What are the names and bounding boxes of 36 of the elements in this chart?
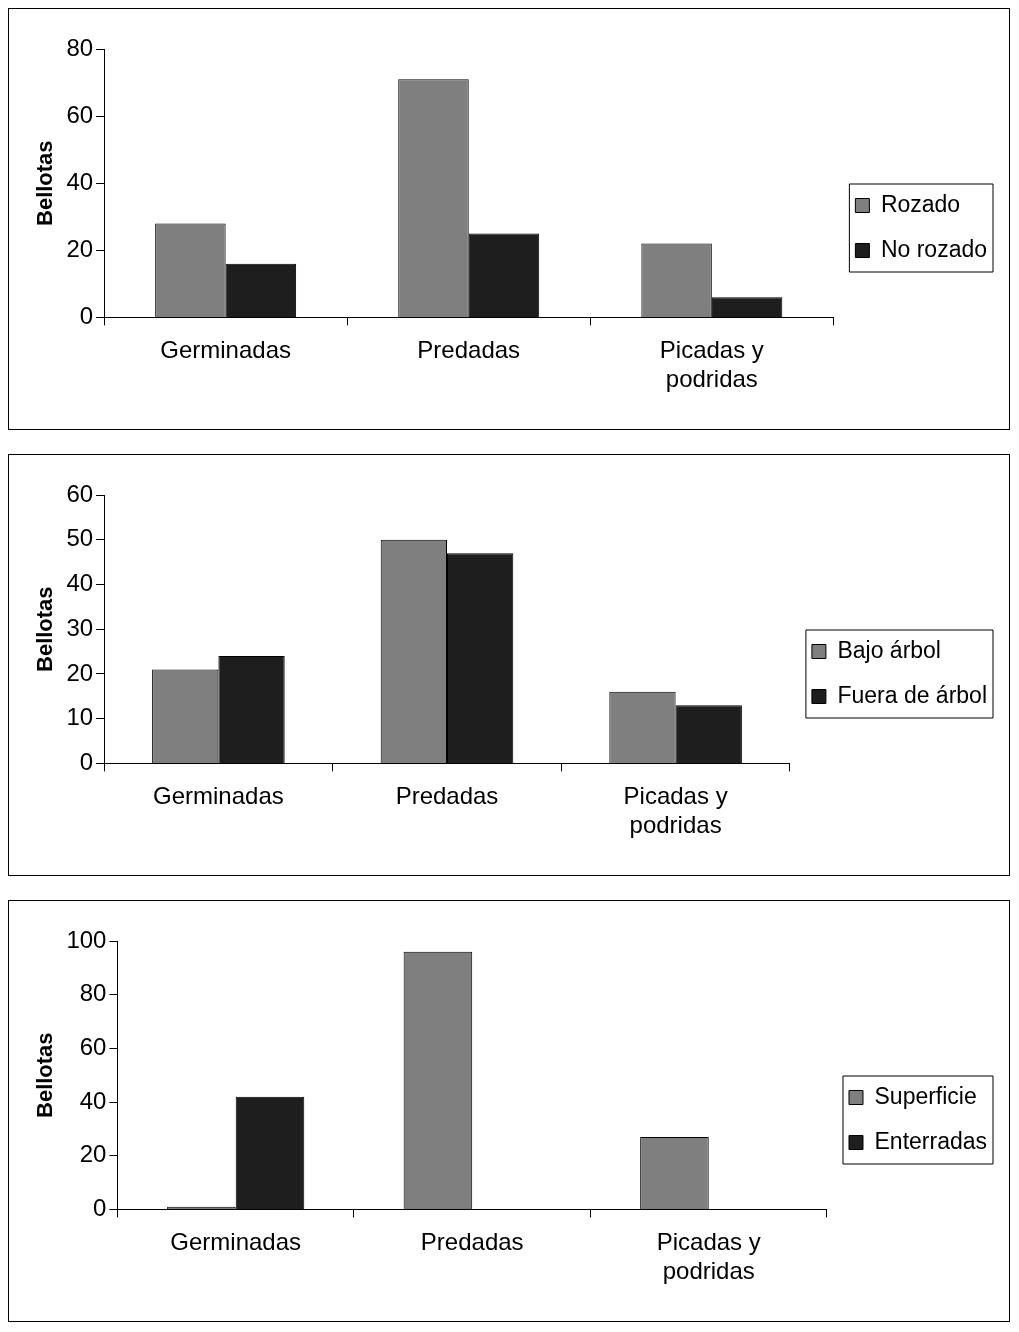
y-tick-label: 0 <box>93 1194 107 1222</box>
y-tick-label: 10 <box>66 703 94 731</box>
legend-label: Rozado <box>880 190 961 217</box>
y-tick-label: 60 <box>66 100 94 128</box>
x-tick-label: Germinadas <box>160 336 292 364</box>
y-tick-label: 0 <box>79 302 94 330</box>
y-tick-label: 0 <box>79 748 94 776</box>
y-tick-label: 50 <box>66 524 94 552</box>
x-tick-label: Predadas <box>417 336 521 364</box>
y-tick-label: 40 <box>79 1086 107 1114</box>
y-tick-label: 60 <box>79 1032 107 1060</box>
y-tick-label: 40 <box>66 167 94 195</box>
y-axis-title: Bellotas <box>32 586 58 672</box>
x-tick-label: Predadas <box>420 1228 524 1256</box>
legend-label: Bajo árbol <box>837 636 941 663</box>
y-tick-label: 20 <box>66 234 94 262</box>
x-tick-label: Picadas y podridas <box>659 336 764 393</box>
x-tick-label: Picadas y podridas <box>656 1228 761 1285</box>
x-tick-label: Picadas y podridas <box>623 782 728 839</box>
y-tick-label: 80 <box>79 979 107 1007</box>
y-tick-label: 60 <box>66 479 94 507</box>
y-axis-title: Bellotas <box>32 140 58 226</box>
legend-label: Enterradas <box>874 1127 988 1154</box>
x-tick-label: Predadas <box>395 782 499 810</box>
y-tick-label: 40 <box>66 569 94 597</box>
x-tick-label: Germinadas <box>153 782 284 810</box>
legend-label: Superficie <box>874 1082 977 1109</box>
x-tick-label: Germinadas <box>170 1228 302 1256</box>
legend-label: No rozado <box>880 235 988 262</box>
y-tick-label: 100 <box>66 925 107 953</box>
y-tick-label: 30 <box>66 613 94 641</box>
y-tick-label: 20 <box>79 1140 107 1168</box>
legend-label: Fuera de árbol <box>837 681 987 708</box>
y-tick-label: 80 <box>66 33 94 61</box>
y-axis-title: Bellotas <box>32 1032 58 1118</box>
y-tick-label: 20 <box>66 658 94 686</box>
